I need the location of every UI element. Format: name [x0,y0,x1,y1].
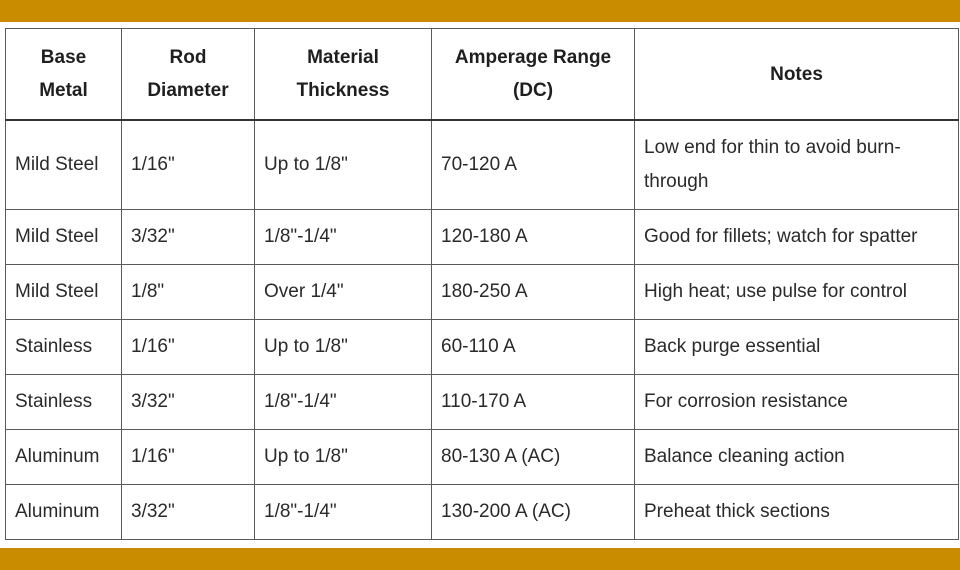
cell-rod-diameter: 1/16" [121,319,255,375]
header-material-thickness-line1: Material [307,47,379,68]
cell-rod-diameter: 3/32" [121,374,255,430]
table-row: Aluminum 1/16" Up to 1/8" 80-130 A (AC) … [5,429,959,485]
cell-amperage: 80-130 A (AC) [431,429,635,485]
cell-base-metal: Mild Steel [5,264,122,320]
cell-base-metal: Aluminum [5,429,122,485]
cell-notes-line1: Low end for thin to avoid burn- [644,137,901,158]
cell-notes: Back purge essential [634,319,959,375]
cell-material-thickness: Over 1/4" [254,264,432,320]
cell-rod-diameter: 1/16" [121,119,255,210]
header-base-metal-line2: Metal [39,80,88,101]
cell-amperage: 120-180 A [431,209,635,265]
cell-rod-diameter: 3/32" [121,484,255,540]
header-rod-diameter-line1: Rod [169,47,207,68]
cell-amperage: 70-120 A [431,119,635,210]
header-rod-diameter-line2: Diameter [147,80,229,101]
table-row: Aluminum 3/32" 1/8"-1/4" 130-200 A (AC) … [5,484,959,540]
cell-notes: Balance cleaning action [634,429,959,485]
cell-material-thickness: 1/8"-1/4" [254,209,432,265]
table-row: Stainless 1/16" Up to 1/8" 60-110 A Back… [5,319,959,375]
cell-material-thickness: 1/8"-1/4" [254,374,432,430]
cell-base-metal: Aluminum [5,484,122,540]
cell-notes: Low end for thin to avoid burn- through [634,119,959,210]
cell-rod-diameter: 3/32" [121,209,255,265]
welding-parameters-table: Base Metal Rod Diameter Material Thickne… [5,28,959,540]
cell-notes: Preheat thick sections [634,484,959,540]
header-rod-diameter: Rod Diameter [121,28,255,121]
table-row: Stainless 3/32" 1/8"-1/4" 110-170 A For … [5,374,959,430]
cell-notes: High heat; use pulse for control [634,264,959,320]
cell-base-metal: Stainless [5,319,122,375]
header-amperage-range-line1: Amperage Range [454,47,612,68]
cell-base-metal: Mild Steel [5,119,122,210]
top-frame-band [0,0,960,22]
cell-material-thickness: 1/8"-1/4" [254,484,432,540]
bottom-frame-band [0,548,960,570]
table-row: Mild Steel 1/16" Up to 1/8" 70-120 A Low… [5,119,959,210]
table-image-canvas: Base Metal Rod Diameter Material Thickne… [0,22,960,548]
header-notes-line1: Notes [770,63,823,85]
cell-rod-diameter: 1/8" [121,264,255,320]
header-amperage-range-line2: (DC) [512,80,554,101]
cell-base-metal: Mild Steel [5,209,122,265]
table-row: Mild Steel 1/8" Over 1/4" 180-250 A High… [5,264,959,320]
header-base-metal-line1: Base [40,47,87,68]
cell-amperage: 110-170 A [431,374,635,430]
cell-notes: Good for fillets; watch for spatter [634,209,959,265]
header-material-thickness-line2: Thickness [296,80,390,101]
cell-base-metal: Stainless [5,374,122,430]
cell-amperage: 130-200 A (AC) [431,484,635,540]
cell-rod-diameter: 1/16" [121,429,255,485]
header-notes: Notes [634,28,959,121]
header-base-metal: Base Metal [5,28,122,121]
cell-material-thickness: Up to 1/8" [254,319,432,375]
cell-amperage: 180-250 A [431,264,635,320]
cell-material-thickness: Up to 1/8" [254,119,432,210]
table-row: Mild Steel 3/32" 1/8"-1/4" 120-180 A Goo… [5,209,959,265]
cell-notes: For corrosion resistance [634,374,959,430]
cell-amperage: 60-110 A [431,319,635,375]
cell-material-thickness: Up to 1/8" [254,429,432,485]
cell-notes-line2: through [644,171,709,192]
table-header-row: Base Metal Rod Diameter Material Thickne… [5,28,959,121]
header-amperage-range: Amperage Range (DC) [431,28,635,121]
header-material-thickness: Material Thickness [254,28,432,121]
